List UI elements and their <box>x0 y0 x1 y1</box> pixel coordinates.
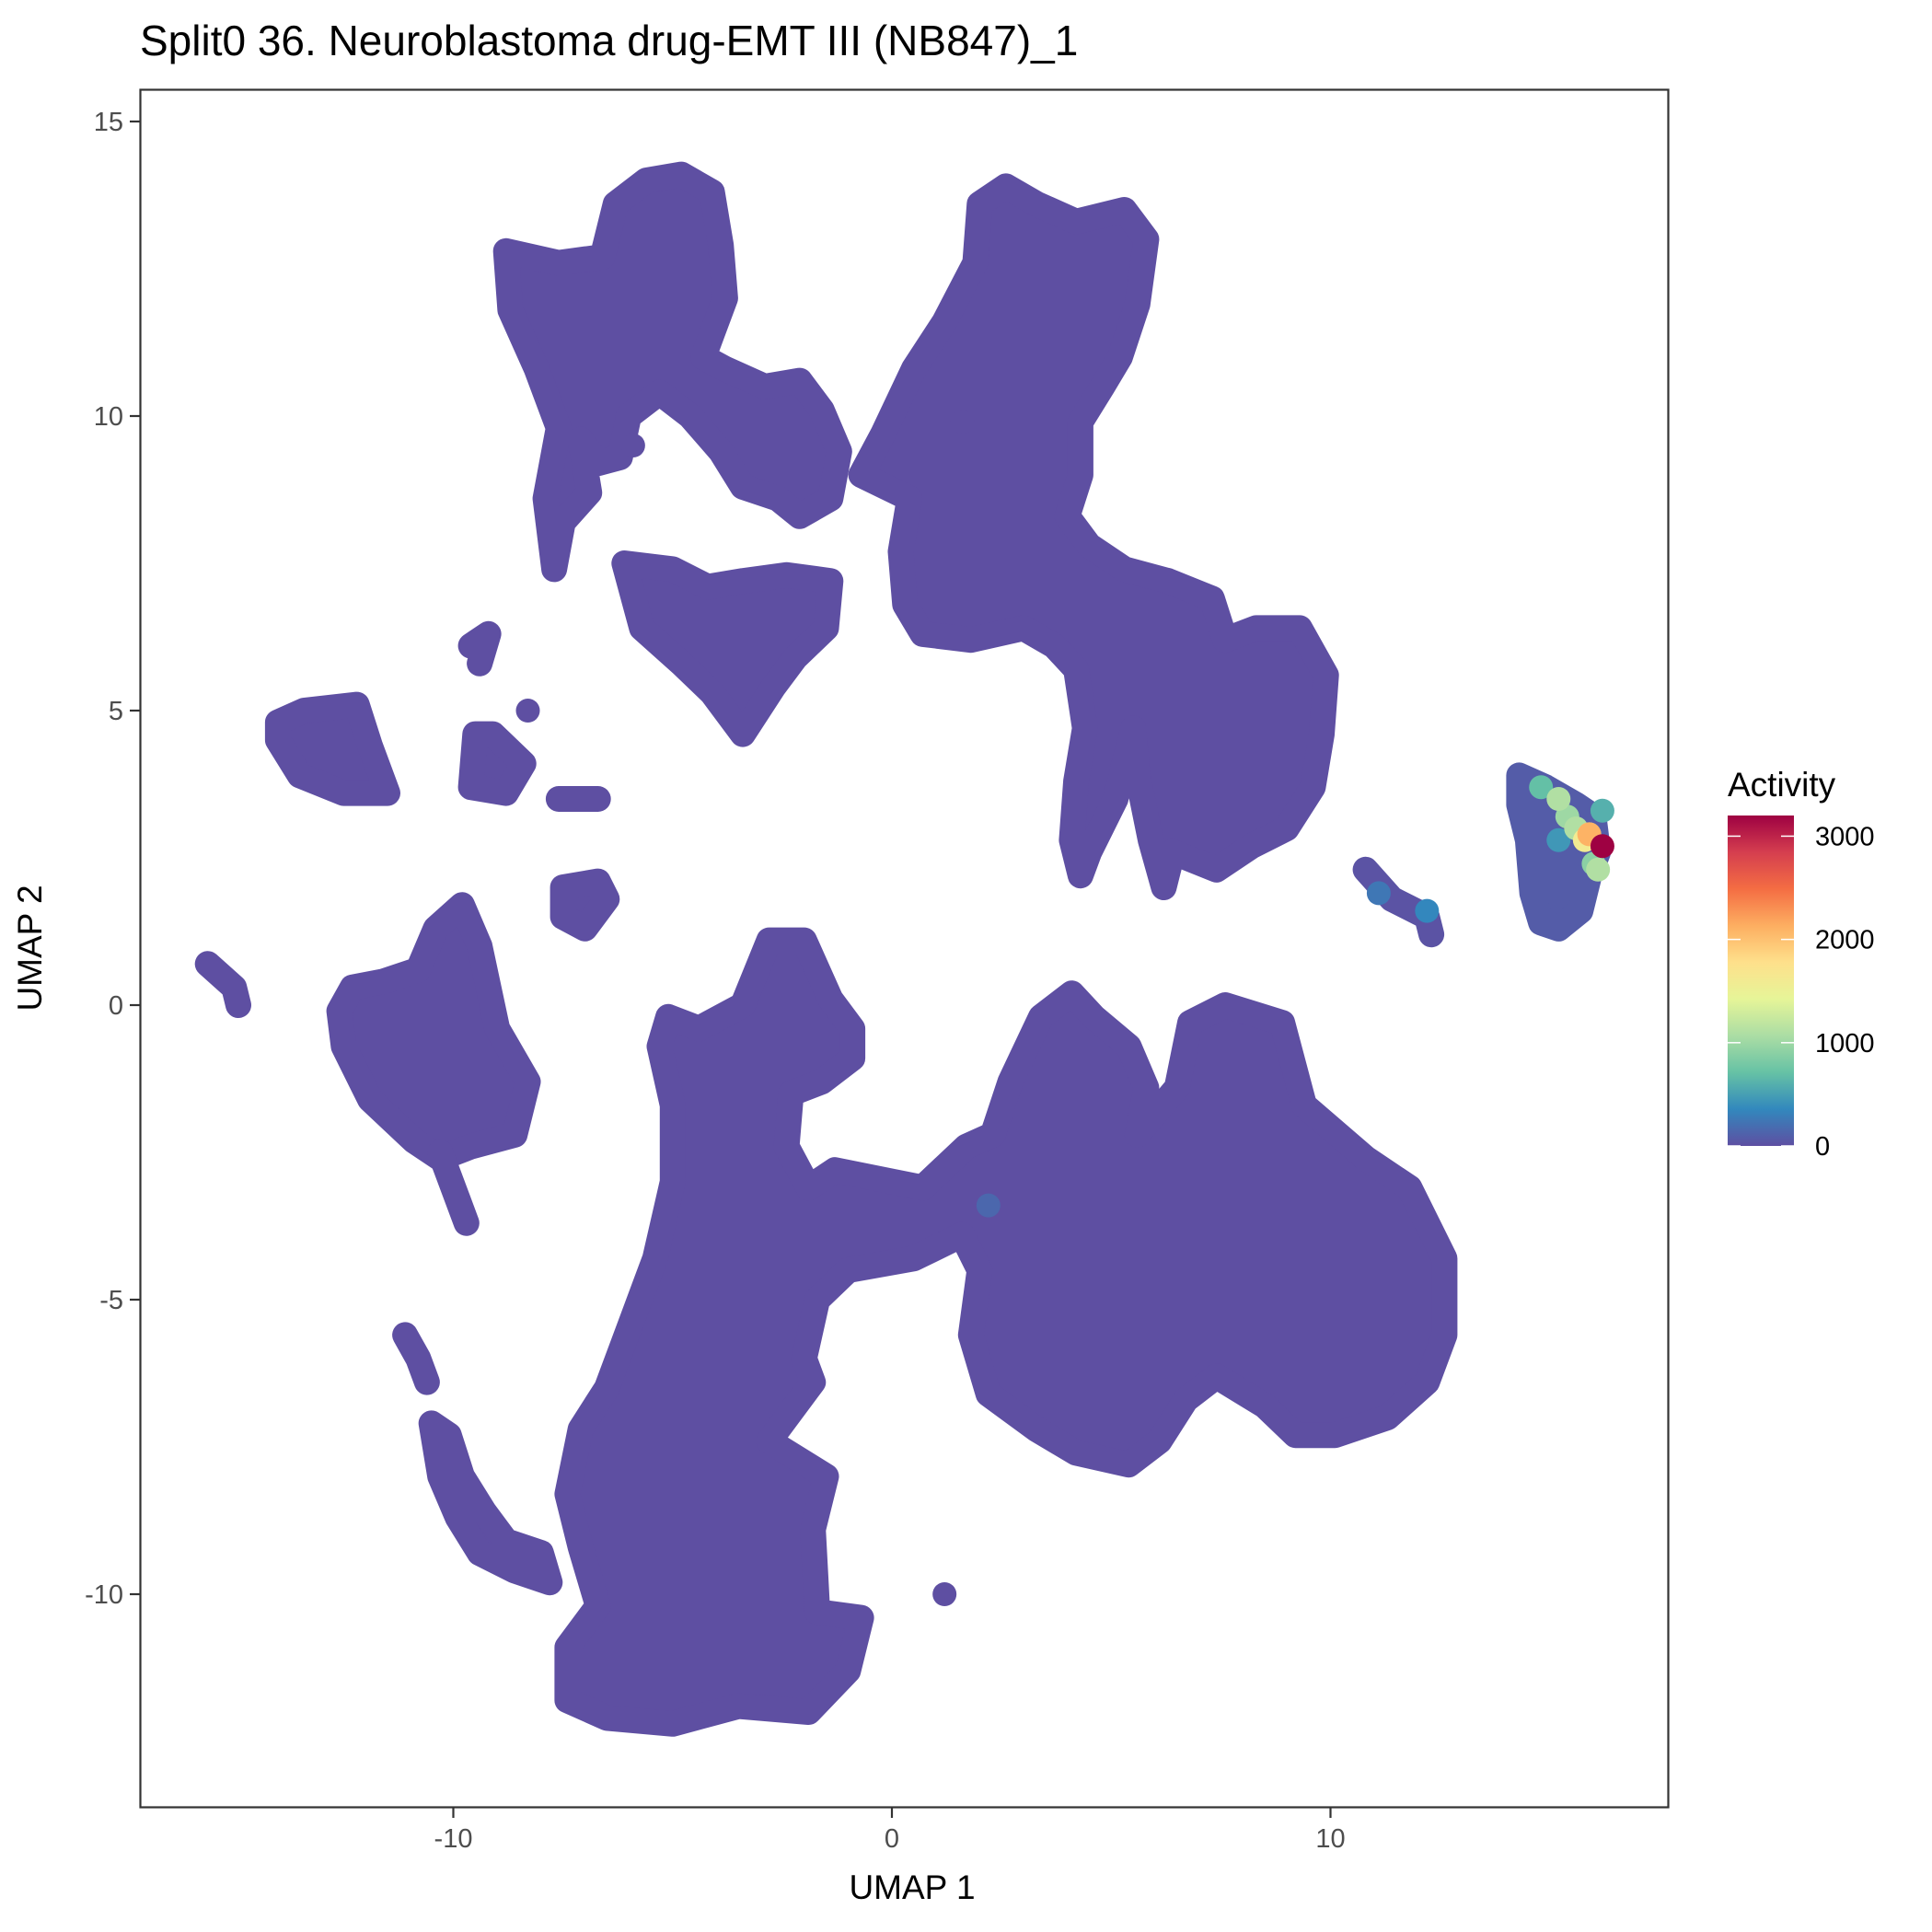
highlighted-cells <box>976 775 1614 1218</box>
cluster-left-island-a <box>264 691 400 806</box>
cluster-left-island-c <box>457 620 502 677</box>
plot-area <box>139 88 1670 1809</box>
cluster-bottom-center-large <box>554 927 1458 1737</box>
chart-title: Split0 36. Neuroblastoma drug-EMT III (N… <box>140 17 1078 64</box>
y-tick-label: -10 <box>85 1580 123 1610</box>
x-tick-label: -10 <box>434 1824 473 1854</box>
cluster-mid-left-tail <box>427 1140 480 1236</box>
cell-point-highlighted <box>976 1193 1001 1218</box>
cluster-far-left-strand <box>194 951 251 1018</box>
cluster-upper-left-group <box>492 161 852 583</box>
cell-point-highlighted <box>1546 787 1571 811</box>
cell-point <box>950 410 975 434</box>
y-axis-title: UMAP 2 <box>11 885 49 1011</box>
y-axis: 15 10 5 0 -5 -10 <box>85 108 140 1610</box>
legend-colorbar <box>1728 816 1794 1146</box>
cluster-bottom-left-strand <box>392 1322 440 1395</box>
x-tick-label: 10 <box>1315 1824 1345 1854</box>
cell-point <box>515 699 540 723</box>
x-tick-label: 0 <box>885 1824 899 1854</box>
cluster-upper-right-group <box>848 173 1339 900</box>
y-tick-label: 15 <box>94 108 123 137</box>
legend-tick-label: 0 <box>1815 1132 1830 1162</box>
activity-legend: Activity 0 1000 2000 3000 <box>1728 766 1875 1162</box>
cell-point-highlighted <box>1529 775 1554 800</box>
x-axis-title: UMAP 1 <box>849 1868 975 1906</box>
x-axis: -10 0 10 <box>434 1808 1346 1854</box>
cell-point-highlighted <box>1366 881 1391 906</box>
legend-tick-label: 1000 <box>1815 1029 1875 1059</box>
legend-ticks: 0 1000 2000 3000 <box>1728 822 1875 1162</box>
cell-point-highlighted <box>1415 898 1440 923</box>
cell-point-highlighted <box>1586 857 1611 882</box>
cell-point-highlighted <box>1546 827 1571 852</box>
cluster-mid-left-cluster <box>326 892 541 1172</box>
legend-title: Activity <box>1728 766 1836 804</box>
cluster-left-island-b <box>457 721 537 806</box>
cell-point-highlighted <box>1590 834 1614 859</box>
cell-point <box>932 1582 957 1606</box>
cluster-left-island-e <box>550 868 620 942</box>
cell-point-highlighted <box>1590 798 1614 823</box>
y-tick-label: -5 <box>99 1286 123 1315</box>
y-tick-label: 0 <box>109 991 123 1021</box>
cluster-upper-left-lower-triangle <box>611 550 844 747</box>
panel-border <box>139 88 1670 1809</box>
y-tick-label: 10 <box>94 402 123 432</box>
cluster-bottom-left-curve <box>418 1410 563 1596</box>
cell-clusters <box>194 161 1612 1737</box>
legend-tick-label: 3000 <box>1815 822 1875 851</box>
legend-tick-label: 2000 <box>1815 926 1875 955</box>
y-tick-label: 5 <box>109 697 123 726</box>
cell-point <box>620 434 645 457</box>
